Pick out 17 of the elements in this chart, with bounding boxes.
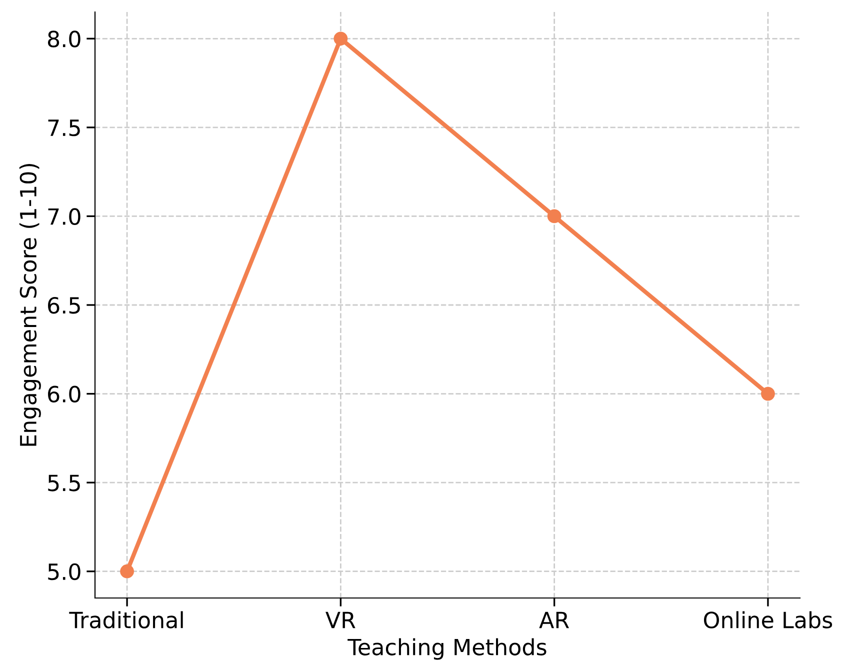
x-tick-label: Traditional [69,611,183,628]
y-tick-label: 6.5 [48,296,80,314]
point [120,564,134,578]
y-tick-label: 8.0 [48,30,80,48]
point [547,209,562,224]
x-tick-label: AR [539,612,569,628]
y-axis-title: Engagement Score (1-10) [19,164,41,446]
point [761,386,775,401]
y-tick-label: 7.0 [48,208,80,225]
y-tick-label: 7.5 [48,120,80,136]
x-tick-label: VR [326,612,356,628]
x-tick-label: Online Labs [704,611,832,628]
point [334,32,348,46]
y-tick-label: 6.0 [48,386,80,403]
y-tick-label: 5.0 [48,563,80,580]
y-tick-label: 5.5 [48,474,80,492]
x-axis-title: Teaching Methods [348,638,546,660]
